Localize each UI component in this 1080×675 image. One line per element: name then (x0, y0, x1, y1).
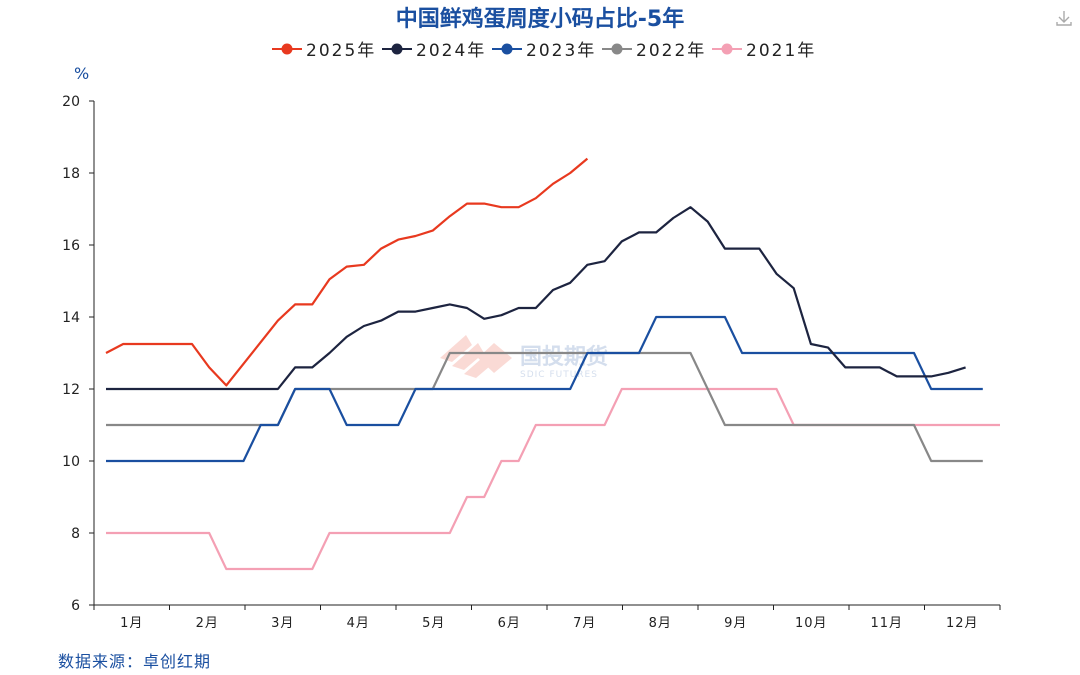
x-tick-label: 10月 (795, 616, 828, 631)
series-line (105, 157, 589, 387)
series-line (106, 387, 1000, 571)
y-axis-unit: % (74, 64, 89, 83)
x-tick-label: 4月 (347, 616, 370, 631)
y-tick-label: 10 (62, 454, 80, 470)
x-tick-label: 6月 (498, 616, 521, 631)
y-tick-label: 8 (71, 526, 80, 542)
legend-label: 2023年 (526, 41, 596, 61)
x-tick-label: 11月 (870, 616, 903, 631)
series-line (106, 351, 983, 463)
y-tick-label: 16 (62, 238, 80, 254)
y-tick-label: 12 (62, 382, 80, 398)
legend-swatch-marker (281, 43, 293, 55)
legend-label: 2025年 (306, 41, 376, 61)
series-line (106, 206, 966, 391)
legend-label: 2024年 (416, 41, 486, 61)
watermark: 国投期货 SDIC FUTURES (440, 335, 608, 380)
x-tick-label: 3月 (271, 616, 294, 631)
x-tick-label: 9月 (724, 616, 747, 631)
y-tick-label: 18 (62, 166, 80, 182)
watermark-title: 国投期货 (520, 344, 608, 370)
x-tick-label: 5月 (422, 616, 445, 631)
x-tick-label: 2月 (196, 616, 219, 631)
y-tick-label: 14 (62, 310, 80, 326)
download-icon[interactable] (1054, 8, 1074, 28)
watermark-subtitle: SDIC FUTURES (520, 370, 598, 380)
legend-swatch-marker (391, 43, 403, 55)
axes: 6 8 10 12 14 16 18 20 1月 2月 3月 4月 5月 6月 7月 8月 9月 10月 11月 12… (62, 94, 1001, 631)
x-tick-label: 1月 (120, 616, 143, 631)
legend-swatch-marker (721, 43, 733, 55)
data-source: 数据来源：卓创红期 (58, 652, 212, 671)
legend-swatch-marker (501, 43, 513, 55)
chart-title: 中国鲜鸡蛋周度小码占比-5年 (396, 6, 684, 32)
legend-label: 2022年 (636, 41, 706, 61)
legend-swatch-marker (611, 43, 623, 55)
series-line (106, 315, 983, 463)
x-tick-label: 12月 (946, 616, 979, 631)
y-tick-label: 20 (62, 94, 80, 110)
legend-label: 2021年 (746, 41, 816, 61)
x-tick-label: 8月 (649, 616, 672, 631)
x-tick-label: 7月 (573, 616, 596, 631)
y-tick-label: 6 (71, 598, 80, 614)
series-lines (105, 157, 1000, 571)
legend: 2025年 2024年 2023年 2022年 2021年 (272, 41, 816, 61)
watermark-logo (440, 335, 512, 378)
